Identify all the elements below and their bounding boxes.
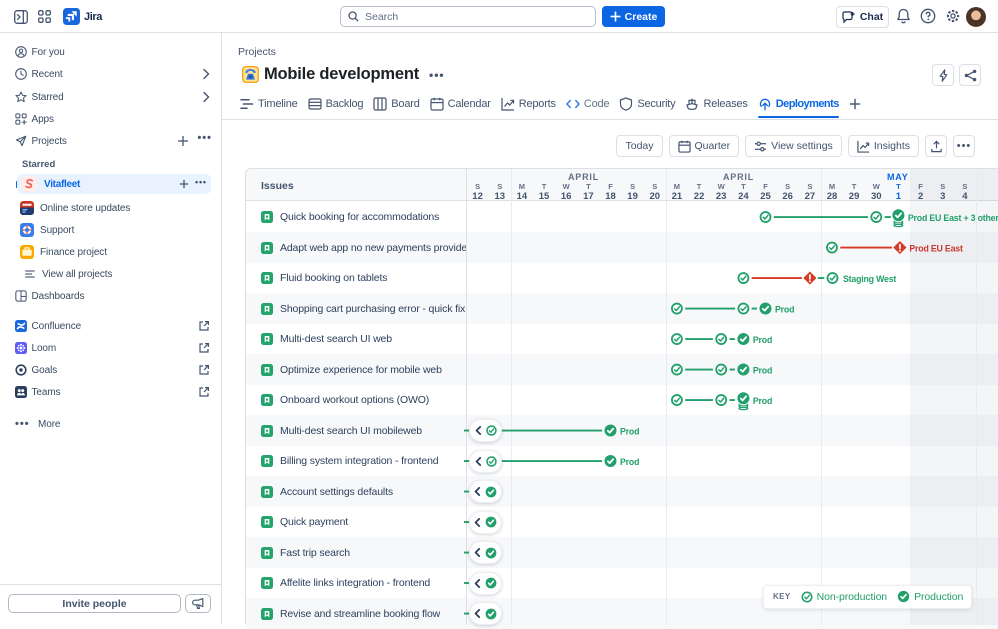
- svg-text:Prod: Prod: [753, 335, 772, 345]
- svg-text:Prod: Prod: [620, 426, 639, 436]
- svg-text:Prod: Prod: [753, 396, 772, 406]
- svg-text:Prod EU East: Prod EU East: [909, 243, 963, 253]
- svg-text:Staging West: Staging West: [843, 274, 896, 284]
- svg-text:Prod: Prod: [753, 365, 772, 375]
- svg-text:Prod EU East + 3 others: Prod EU East + 3 others: [908, 213, 998, 223]
- svg-text:Prod: Prod: [620, 457, 639, 467]
- svg-text:Prod: Prod: [775, 304, 794, 314]
